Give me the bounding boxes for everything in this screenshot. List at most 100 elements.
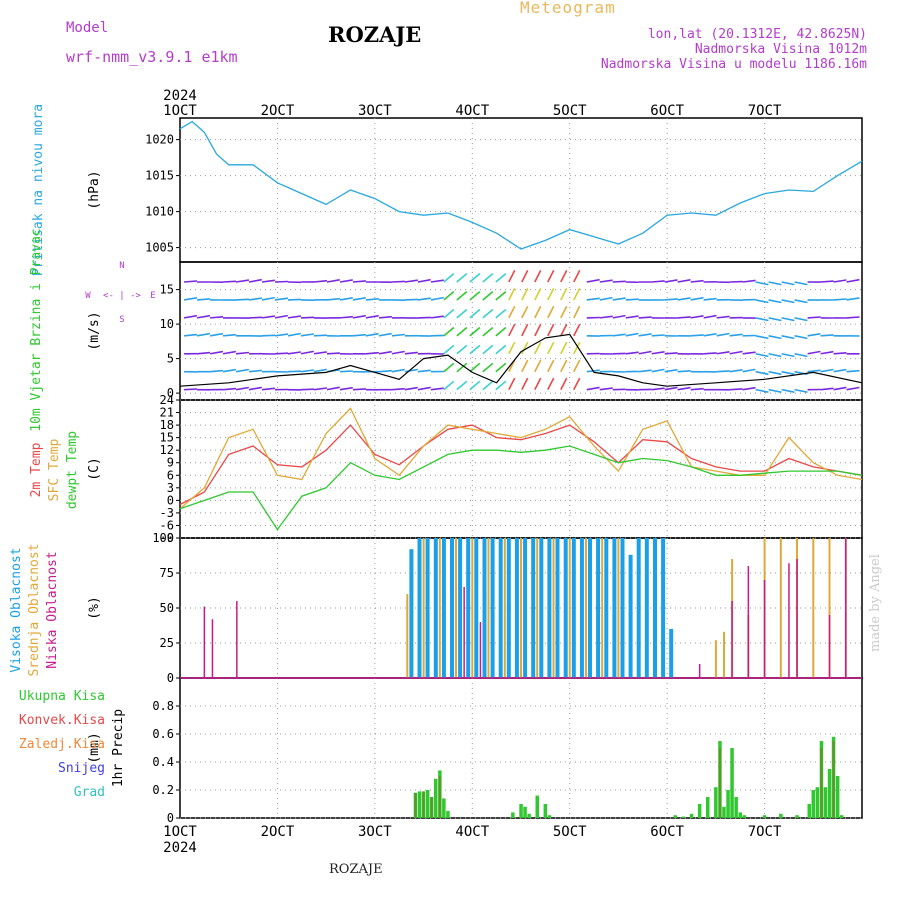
compass-south: S (119, 315, 124, 325)
wind-barb (339, 386, 353, 391)
wind-barb (586, 386, 600, 391)
precip-bar-0 (523, 806, 527, 818)
x-tick-label-bottom: 5OCT (553, 824, 587, 840)
wind-barb (664, 352, 678, 355)
wind-barb (534, 323, 542, 337)
wind-barb (599, 315, 613, 319)
wind-barb (560, 288, 568, 301)
wind-barb (638, 369, 652, 373)
wind-barb (781, 299, 795, 304)
wind-barb (599, 279, 613, 283)
cloud-bar-0 (628, 554, 633, 678)
y-tick-label: 25 (160, 636, 174, 650)
wind-barb (209, 316, 224, 319)
wind-barb (183, 314, 198, 319)
precip-bar-1 (430, 797, 433, 818)
precip-bar-0 (547, 815, 552, 818)
wind-barb (651, 334, 665, 337)
wind-barb (196, 298, 211, 301)
wind-barb (807, 316, 821, 319)
wind-barb (469, 308, 481, 319)
precip-bar-1 (422, 791, 425, 818)
wind-barb (755, 281, 769, 286)
wind-barb (443, 272, 455, 283)
wind-barb (248, 369, 262, 373)
wind-barb (300, 350, 314, 355)
wind-barb (365, 351, 379, 355)
year-label-top: 2024 (163, 88, 197, 104)
wind-barb (456, 380, 468, 391)
y-tick-label: 100 (152, 531, 174, 545)
cloud-bar-0 (458, 538, 463, 678)
cloud-bar-0 (612, 538, 617, 678)
wind-barb (768, 299, 782, 304)
cloud-bar-2 (747, 566, 750, 678)
precip-legend-3: Snijeg (58, 761, 105, 776)
y-tick-label: 1010 (145, 205, 174, 219)
precip-ylabel: 1hr Precip (111, 709, 126, 787)
wind-barb (820, 368, 834, 373)
wind-barb (404, 386, 418, 391)
wind-barb (365, 314, 379, 319)
wind-barb (521, 377, 529, 391)
wind-barb (768, 335, 782, 340)
cloud-bar-1 (779, 538, 782, 678)
cloud-bar-0 (571, 538, 576, 678)
wind-barb (547, 341, 555, 355)
wind-barb (534, 288, 542, 301)
x-tick-label-bottom: 1OCT (163, 824, 197, 840)
wind-barb (274, 280, 289, 283)
wind-barb (339, 370, 353, 373)
y-tick-label: 0 (167, 386, 174, 400)
wind-barb (313, 334, 327, 337)
wind-barb (222, 333, 237, 337)
wind-barb (664, 298, 678, 301)
wind-barb (664, 386, 678, 391)
wind-barb (625, 332, 639, 337)
x-tick-label-bottom: 4OCT (455, 824, 489, 840)
compass-east: E (150, 291, 155, 301)
wind-barb (755, 388, 769, 393)
wind-barb (456, 308, 468, 319)
y-tick-label: 0 (167, 811, 174, 825)
cloud-bar-1 (723, 631, 725, 678)
wind-barb (625, 351, 639, 355)
cloud-bar-0 (579, 538, 584, 678)
wind-barb (300, 316, 315, 319)
wind-barb (508, 359, 516, 373)
precip-bar-0 (425, 790, 430, 818)
wind-barb (560, 305, 568, 319)
wind-barb (469, 326, 481, 337)
wind-barb (417, 386, 431, 391)
cloud-bar-2 (698, 664, 701, 678)
precip-legend-1: Konvek.Kisa (19, 713, 105, 728)
wind-barb (482, 344, 494, 355)
cloud-bar-0 (539, 538, 544, 678)
wind-barb (573, 323, 581, 337)
wind-barb (313, 368, 327, 373)
cloud-bar-0 (563, 538, 568, 678)
wind-barb (326, 297, 340, 301)
wind-barb (326, 386, 340, 391)
wind-barb (274, 314, 288, 319)
wind-barb (716, 351, 730, 355)
y-tick-label: 9 (167, 456, 174, 470)
precip-bar-1 (820, 748, 823, 818)
wind-barb (651, 387, 665, 391)
wind-barb (690, 387, 704, 391)
wind-barb (547, 323, 555, 337)
temp-line-1 (179, 407, 863, 510)
precip-bar-0 (730, 748, 734, 818)
wind-barb (742, 279, 756, 283)
wind-barb (391, 280, 405, 283)
wind-barb (417, 297, 431, 301)
station-title: ROZAJE (328, 22, 422, 47)
compass-west: W (85, 291, 91, 301)
cloud-bar-1 (487, 538, 490, 678)
wind-barb (794, 281, 808, 286)
wind-barb (651, 280, 665, 283)
cloud-ylabel-1: Srednja Oblacnost (27, 543, 42, 676)
wind-barb (287, 351, 302, 355)
y-tick-label: 0.6 (152, 727, 174, 741)
wind-barb (404, 279, 418, 283)
